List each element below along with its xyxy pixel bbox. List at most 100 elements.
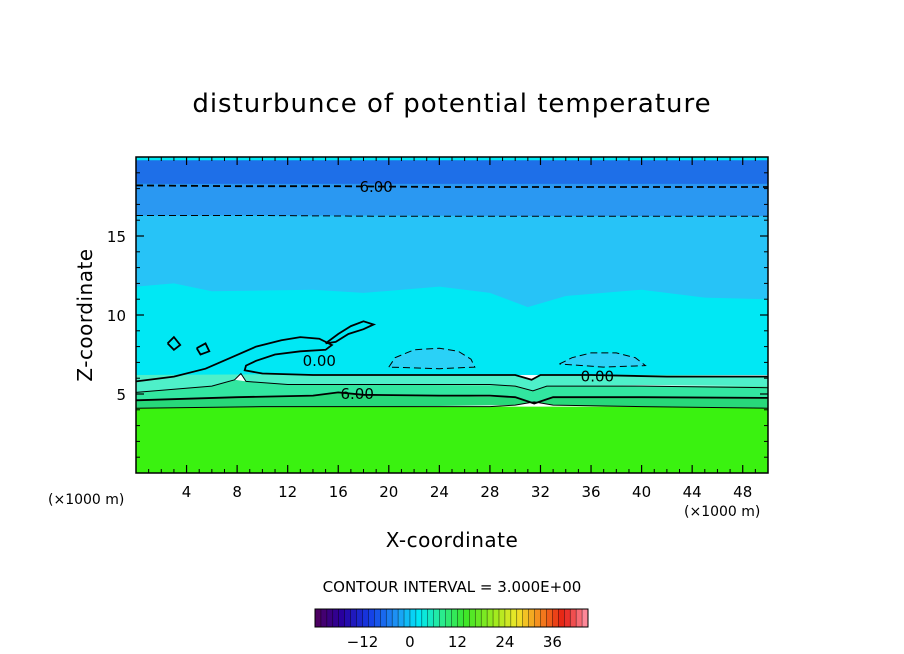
colorbar-segment [415, 609, 423, 627]
contour-line-4 [166, 335, 182, 351]
colorbar-segment [487, 609, 494, 627]
colorbar-segment [498, 609, 506, 627]
x-tick-label-4: 20 [379, 483, 398, 501]
colorbar-segment [510, 609, 518, 627]
colorbar-segment [433, 609, 440, 627]
x-tick-label-5: 24 [430, 483, 449, 501]
colorbar-segment [469, 609, 476, 627]
colorbar-segment [404, 609, 411, 627]
fill-region-green [136, 406, 768, 473]
colorbar-segment [421, 609, 429, 627]
colorbar-segment [534, 609, 541, 627]
fill-region-4 [559, 352, 646, 368]
fill-region-1 [136, 183, 768, 217]
x-tick-label-3: 16 [329, 483, 348, 501]
colorbar-segment [546, 609, 553, 627]
contour-line-5 [195, 342, 211, 356]
y-axis-ticks: 5 10 15 [107, 172, 768, 458]
x-tick-label-7: 32 [531, 483, 550, 501]
contour-label-3: 6.00 [340, 385, 373, 403]
contour-label-1: 0.00 [303, 352, 336, 370]
colorbar-segment [392, 609, 399, 627]
colorbar-segment [386, 609, 393, 627]
colorbar-segment [570, 609, 577, 627]
x-tick-label-8: 36 [581, 483, 600, 501]
colorbar-segment [540, 609, 547, 627]
colorbar-frame [314, 608, 589, 628]
colorbar-segment [582, 609, 589, 627]
contour-labels: 6.000.000.006.00 [303, 178, 614, 403]
colorbar-segment [558, 609, 565, 627]
contour-lines [136, 184, 768, 409]
colorbar-tick-label-0: −12 [347, 633, 379, 651]
y-tick-label-1: 10 [107, 307, 126, 325]
colorbar-segment [463, 609, 470, 627]
contour-label-0: 6.00 [359, 178, 392, 196]
colorbar-segment [439, 609, 446, 627]
contour-line-7 [136, 391, 768, 405]
x-axis-ticks: 4 8 12 16 20 24 28 32 36 40 44 48 [148, 157, 756, 501]
colorbar-segment [552, 609, 559, 627]
chart-title: disturbunce of potential temperature [192, 89, 711, 119]
colorbar-segment [475, 609, 482, 627]
contour-line-3 [325, 320, 377, 345]
y-tick-label-0: 5 [116, 386, 126, 404]
colorbar-segment [409, 609, 417, 627]
x-tick-label-0: 4 [182, 483, 192, 501]
contour-label-2: 0.00 [581, 368, 614, 386]
colorbar-segment [398, 609, 405, 627]
colorbar-segment [516, 609, 524, 627]
x-tick-label-6: 28 [480, 483, 499, 501]
x-tick-label-11: 48 [733, 483, 752, 501]
x-right-unit-label: (×1000 m) [684, 504, 760, 520]
colorbar-segment [356, 609, 363, 627]
colorbar-segment [457, 609, 464, 627]
fill-region-6 [136, 379, 768, 404]
fill-region-2 [136, 215, 768, 308]
contour-line-8 [136, 401, 768, 409]
contour-line-6 [136, 372, 768, 393]
colorbar-segment [481, 609, 488, 627]
colorbar-tick-label-3: 24 [495, 633, 514, 651]
contour-line-2 [136, 336, 768, 383]
colorbar-segment [380, 609, 387, 627]
contour-interval-label: CONTOUR INTERVAL = 3.000E+00 [323, 578, 582, 596]
colorbar-segment [374, 609, 381, 627]
colorbar-segment [445, 609, 452, 627]
x-tick-label-2: 12 [278, 483, 297, 501]
colorbar-segment [338, 609, 345, 627]
y-tick-label-2: 15 [107, 228, 126, 246]
fill-region-0 [136, 160, 768, 186]
contour-line-1 [136, 215, 768, 217]
colorbar-segment [362, 609, 369, 627]
colorbar-segment [368, 609, 375, 627]
x-left-unit-label: (×1000 m) [48, 492, 124, 508]
colorbar-segment [493, 609, 500, 627]
x-tick-label-9: 40 [632, 483, 651, 501]
colorbar-segment [344, 609, 351, 627]
x-axis-label: X-coordinate [386, 528, 519, 552]
colorbar-ticks: −12 0 12 24 36 [347, 633, 562, 651]
colorbar-tick-label-2: 12 [448, 633, 467, 651]
colorbar-tick-label-1: 0 [405, 633, 415, 651]
colorbar-segment [522, 609, 529, 627]
colorbar-segment [504, 609, 512, 627]
colorbar-segment [320, 609, 328, 627]
colorbar-segment [576, 609, 583, 627]
colorbar-tick-label-4: 36 [543, 633, 562, 651]
plot-area: 6.000.000.006.00 4 8 12 16 20 24 28 32 36 40 44 48 … [107, 156, 769, 501]
colorbar-segment [427, 609, 434, 627]
colorbar-segment [332, 609, 340, 627]
colorbar-segment [315, 609, 322, 627]
colorbar-segment [528, 609, 535, 627]
colorbar-segment [350, 609, 357, 627]
x-tick-label-10: 44 [683, 483, 702, 501]
contour-line-0 [136, 184, 768, 188]
contour-line-10 [559, 352, 647, 368]
colorbar [314, 608, 589, 628]
fill-region-3 [388, 348, 475, 369]
fill-region-5 [136, 373, 768, 393]
colorbar-segment [326, 609, 334, 627]
colorbar-segment [564, 609, 571, 627]
